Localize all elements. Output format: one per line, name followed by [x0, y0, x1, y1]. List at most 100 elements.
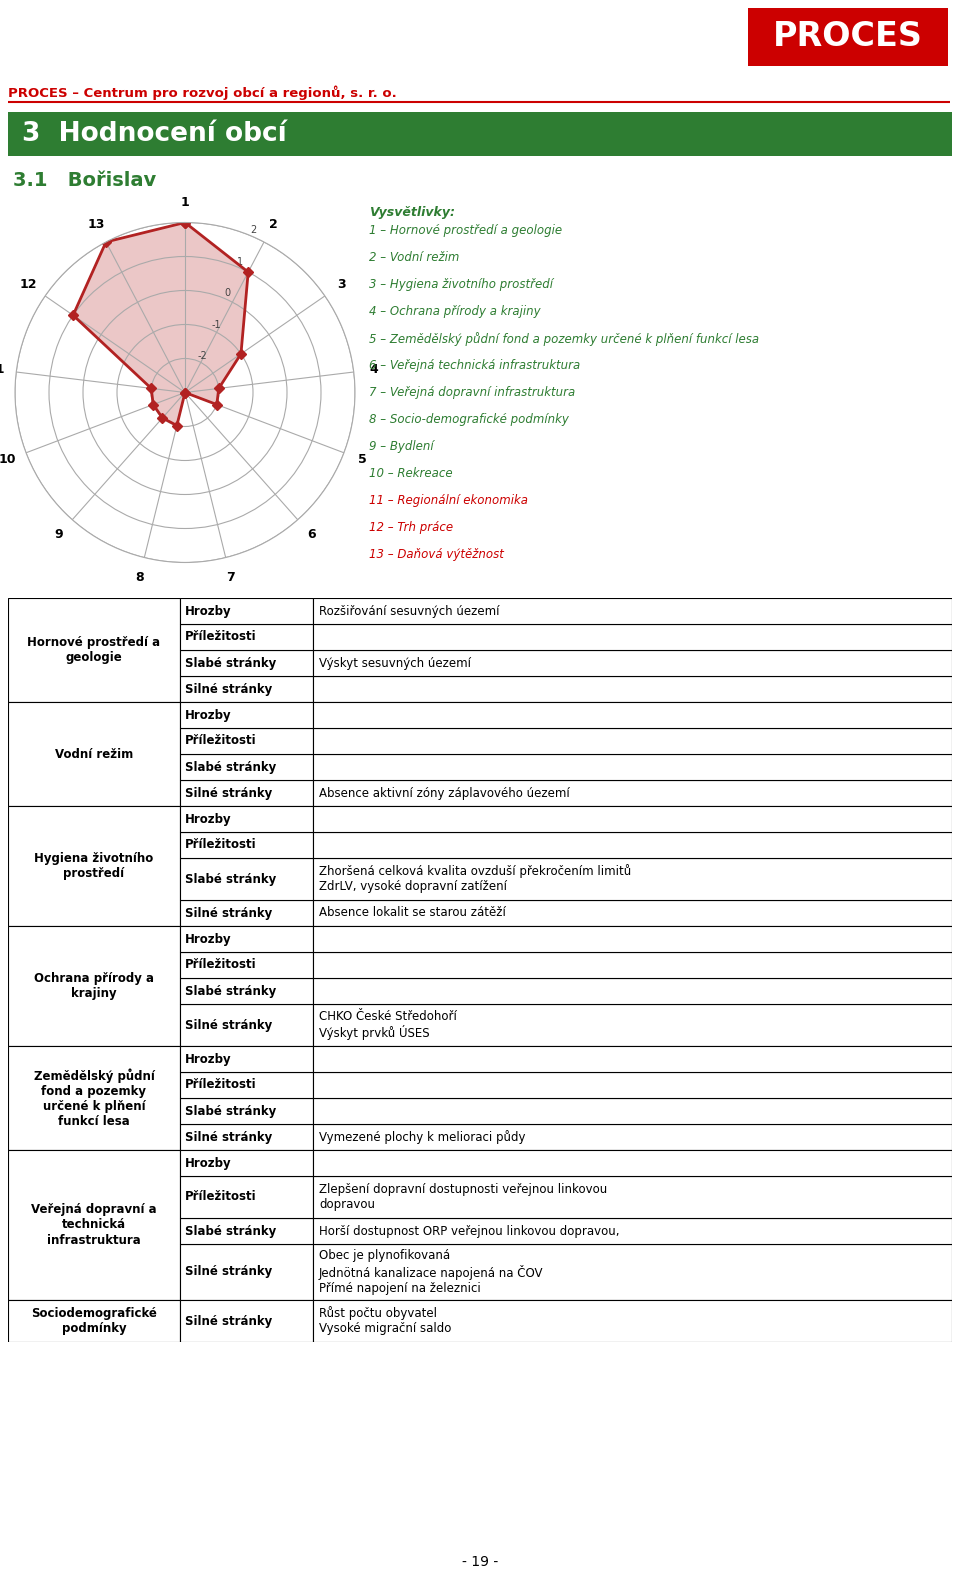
Text: Silné stránky: Silné stránky: [185, 1018, 273, 1031]
Text: Příležitosti: Příležitosti: [185, 734, 256, 747]
Text: Příležitosti: Příležitosti: [185, 630, 256, 644]
Bar: [313, 1300, 952, 1342]
Bar: [313, 676, 952, 703]
Text: 11 – Regionální ekonomika: 11 – Regionální ekonomika: [369, 494, 528, 507]
Bar: [313, 1045, 952, 1072]
Text: Vymezené plochy k melioraci půdy: Vymezené plochy k melioraci půdy: [319, 1131, 525, 1143]
Text: Vysvětlivky:: Vysvětlivky:: [369, 205, 455, 219]
Bar: [180, 1176, 313, 1217]
Bar: [180, 1045, 313, 1072]
Bar: [8, 1300, 180, 1342]
Text: Vodní režim: Vodní režim: [55, 747, 133, 761]
Bar: [180, 925, 313, 952]
Text: Zlepšení dopravní dostupnosti veřejnou linkovou
dopravou: Zlepšení dopravní dostupnosti veřejnou l…: [319, 1183, 608, 1211]
Bar: [180, 832, 313, 857]
Text: 10 – Rekreace: 10 – Rekreace: [369, 467, 452, 480]
Text: Slabé stránky: Slabé stránky: [185, 1104, 276, 1118]
Text: Zemědělský půdní
fond a pozemky
určené k plňení
funkcí lesa: Zemědělský půdní fond a pozemky určené k…: [34, 1069, 155, 1127]
Text: 3.1   Bořislav: 3.1 Bořislav: [13, 171, 156, 189]
Bar: [313, 703, 952, 728]
Bar: [180, 1217, 313, 1244]
Text: Sociodemografické
podmínky: Sociodemografické podmínky: [31, 1307, 156, 1334]
Bar: [313, 977, 952, 1004]
Bar: [180, 977, 313, 1004]
Text: Silné stránky: Silné stránky: [185, 1131, 273, 1143]
Text: Příležitosti: Příležitosti: [185, 958, 256, 971]
Bar: [313, 952, 952, 977]
Text: 9 – Bydlení: 9 – Bydlení: [369, 441, 434, 453]
Text: Rozšiřování sesuvných úezemí: Rozšiřování sesuvných úezemí: [319, 605, 499, 617]
Polygon shape: [73, 223, 249, 425]
Text: Příležitosti: Příležitosti: [185, 1078, 256, 1091]
Text: Hornové prostředí a
geologie: Hornové prostředí a geologie: [28, 636, 160, 665]
Bar: [180, 1004, 313, 1045]
Text: Absence lokalit se starou zátěží: Absence lokalit se starou zátěží: [319, 906, 506, 919]
Bar: [313, 900, 952, 925]
Bar: [313, 1124, 952, 1150]
Bar: [180, 780, 313, 805]
Bar: [313, 925, 952, 952]
Bar: [180, 805, 313, 832]
Text: Slabé stránky: Slabé stránky: [185, 1224, 276, 1238]
Text: 3 – Hygiena životního prostředí: 3 – Hygiena životního prostředí: [369, 278, 553, 291]
Bar: [8, 805, 180, 925]
Text: PROCES – Centrum pro rozvoj obcí a regionů, s. r. o.: PROCES – Centrum pro rozvoj obcí a regio…: [8, 85, 396, 101]
Text: Příležitosti: Příležitosti: [185, 838, 256, 851]
Text: Hrozby: Hrozby: [185, 933, 231, 946]
Text: PROCES: PROCES: [773, 21, 923, 54]
Text: 5 – Zemědělský půdní fond a pozemky určené k plňení funkcí lesa: 5 – Zemědělský půdní fond a pozemky urče…: [369, 332, 759, 346]
Text: 7 – Veřejná dopravní infrastruktura: 7 – Veřejná dopravní infrastruktura: [369, 387, 575, 399]
Text: CHKO České Středohoří
Výskyt prvků ÚSES: CHKO České Středohoří Výskyt prvků ÚSES: [319, 1011, 457, 1041]
Text: Výskyt sesuvných úezemí: Výskyt sesuvných úezemí: [319, 657, 471, 669]
Bar: [180, 1097, 313, 1124]
Text: - 19 -: - 19 -: [462, 1555, 498, 1570]
Bar: [313, 624, 952, 651]
Bar: [313, 1097, 952, 1124]
Bar: [180, 598, 313, 624]
Text: Silné stránky: Silné stránky: [185, 1314, 273, 1328]
Bar: [180, 728, 313, 755]
Bar: [313, 1244, 952, 1300]
Bar: [313, 755, 952, 780]
Text: Hrozby: Hrozby: [185, 813, 231, 826]
Bar: [313, 651, 952, 676]
Bar: [180, 703, 313, 728]
Text: Absence aktivní zóny záplavového úezemí: Absence aktivní zóny záplavového úezemí: [319, 786, 569, 799]
Text: Zhoršená celková kvalita ovzduší překročením limitů
ZdrLV, vysoké dopravní zatíž: Zhoršená celková kvalita ovzduší překroč…: [319, 865, 632, 894]
Bar: [313, 1176, 952, 1217]
Text: Veřejná dopravní a
technická
infrastruktura: Veřejná dopravní a technická infrastrukt…: [31, 1203, 156, 1246]
Bar: [180, 900, 313, 925]
Text: Obec je plynofikovaná
Jednötná kanalizace napojená na ČOV
Přímé napojení na žele: Obec je plynofikovaná Jednötná kanalizac…: [319, 1249, 543, 1295]
Text: Hrozby: Hrozby: [185, 605, 231, 617]
Text: 1 – Hornové prostředí a geologie: 1 – Hornové prostředí a geologie: [369, 224, 563, 237]
Text: Silné stránky: Silné stránky: [185, 682, 273, 695]
Bar: [180, 676, 313, 703]
Text: Růst počtu obyvatel
Vysoké migrační saldo: Růst počtu obyvatel Vysoké migrační sald…: [319, 1306, 451, 1336]
Bar: [8, 925, 180, 1045]
Text: Hrozby: Hrozby: [185, 709, 231, 722]
Bar: [8, 598, 180, 703]
Bar: [180, 1124, 313, 1150]
Text: Hygiena životního
prostředí: Hygiena životního prostředí: [35, 853, 154, 880]
Bar: [180, 1072, 313, 1097]
Text: Slabé stránky: Slabé stránky: [185, 984, 276, 998]
Text: 12 – Trh práce: 12 – Trh práce: [369, 521, 453, 534]
Text: 13 – Daňová výtěžnost: 13 – Daňová výtěžnost: [369, 548, 504, 562]
Bar: [180, 1244, 313, 1300]
Bar: [180, 624, 313, 651]
Text: 2 – Vodní režim: 2 – Vodní režim: [369, 251, 460, 264]
Text: Příležitosti: Příležitosti: [185, 1191, 256, 1203]
Bar: [313, 780, 952, 805]
Bar: [313, 1150, 952, 1176]
Bar: [180, 952, 313, 977]
Bar: [180, 857, 313, 900]
Bar: [313, 728, 952, 755]
Bar: [8, 1150, 180, 1300]
Bar: [313, 832, 952, 857]
Bar: [8, 703, 180, 805]
Bar: [313, 598, 952, 624]
Text: Ochrana přírody a
krajiny: Ochrana přírody a krajiny: [34, 973, 154, 1000]
Text: Silné stránky: Silné stránky: [185, 786, 273, 799]
Text: Slabé stránky: Slabé stránky: [185, 657, 276, 669]
Text: Silné stránky: Silné stránky: [185, 1265, 273, 1279]
